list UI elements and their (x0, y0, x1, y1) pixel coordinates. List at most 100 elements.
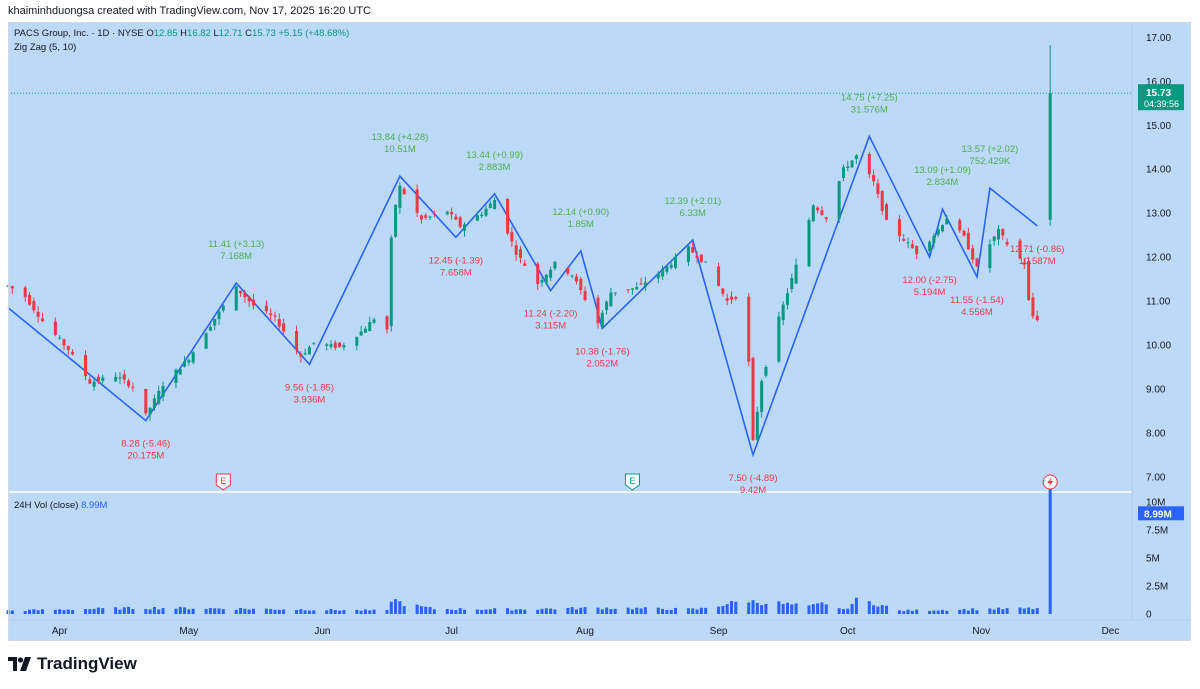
pivot-volume-label: 2.834M (927, 177, 959, 188)
volume-bar (609, 609, 613, 614)
pivot-volume-label: 10.51M (384, 144, 416, 155)
volume-bar (751, 600, 755, 614)
indicator-legend[interactable]: Zig Zag (5, 10) (14, 42, 77, 53)
last-candle-body (1048, 93, 1052, 220)
candle-body (583, 291, 587, 300)
volume-bar (785, 602, 789, 614)
volume-bar (342, 610, 346, 614)
candle-body (764, 366, 768, 376)
volume-bar (363, 609, 367, 614)
volume-legend[interactable]: 24H Vol (close) 8.99M (14, 500, 107, 511)
volume-bar (811, 604, 815, 614)
pivot-price-label: 12.39 (+2.01) (664, 196, 721, 207)
zigzag-line (7, 134, 1038, 458)
candle-body (613, 292, 617, 294)
candle-body (372, 319, 376, 323)
candle-body (686, 246, 690, 262)
candle-body (579, 278, 583, 291)
volume-bar (846, 608, 850, 614)
pivot-volume-label: 31.576M (851, 104, 888, 115)
candle-body (66, 346, 70, 351)
volume-bar (1027, 607, 1031, 614)
candle-body (902, 239, 906, 241)
price-tick-label: 12.00 (1146, 253, 1171, 264)
pivot-price-label: 8.28 (-5.46) (121, 439, 170, 450)
volume-bar (880, 605, 884, 614)
volume-bar (549, 608, 553, 614)
volume-bar (971, 608, 975, 614)
volume-bar (936, 610, 940, 614)
candle-body (277, 319, 281, 327)
candle-body (794, 264, 798, 284)
high-value: 16.82 (187, 28, 211, 39)
volume-bar (695, 609, 699, 614)
volume-bar (958, 609, 962, 614)
volume-bar (626, 607, 630, 614)
volume-bar (962, 608, 966, 614)
candle-body (475, 215, 479, 221)
tradingview-logo[interactable]: TradingView (8, 654, 137, 674)
candle-body (1018, 240, 1022, 259)
pivot-price-label: 9.56 (-1.85) (285, 382, 334, 393)
candle-body (398, 185, 402, 208)
volume-badge (1138, 506, 1184, 521)
volume-bar (841, 609, 845, 614)
volume-bar (897, 610, 901, 614)
volume-bar (445, 608, 449, 614)
volume-bar (725, 604, 729, 614)
volume-bar (114, 607, 118, 614)
volume-bar (273, 609, 277, 614)
candle-body (62, 339, 66, 346)
candle-body (312, 342, 316, 344)
volume-bar (721, 605, 725, 614)
open-label: O (146, 28, 154, 39)
volume-bar (62, 610, 66, 614)
candle-body (282, 323, 286, 332)
volume-bar (686, 608, 690, 614)
volume-bar (639, 608, 643, 614)
candle-body (329, 343, 333, 347)
volume-bar (213, 608, 217, 614)
candle-body (480, 214, 484, 217)
volume-bar (544, 608, 548, 614)
volume-bar (432, 609, 436, 614)
volume-bar (325, 610, 329, 614)
time-tick-label: Aug (576, 626, 594, 637)
volume-bar (643, 607, 647, 614)
candle-body (755, 411, 759, 440)
candle-body (303, 353, 307, 355)
candle-body (299, 354, 303, 357)
candle-body (747, 296, 751, 362)
volume-bar (118, 609, 122, 614)
volume-legend-label: 24H Vol (close) (14, 500, 79, 511)
pivot-volume-label: 1.85M (568, 219, 594, 230)
candle-body (966, 232, 970, 250)
candle-body (458, 217, 462, 228)
low-value: 12.71 (218, 28, 243, 39)
volume-bar (661, 608, 665, 614)
volume-badge-value: 8.99M (1144, 509, 1172, 520)
volume-bar (333, 610, 337, 614)
symbol-legend[interactable]: PACS Group, Inc. · 1D · NYSE O12.85 H16.… (14, 28, 349, 39)
volume-bar (10, 610, 14, 614)
volume-bar (58, 609, 62, 614)
candle-body (734, 296, 738, 299)
volume-bar (462, 609, 466, 614)
price-tick-label: 10.00 (1146, 340, 1171, 351)
candle-body (127, 380, 131, 387)
volume-bar (484, 609, 488, 614)
candle-body (402, 188, 406, 195)
volume-bar (613, 608, 617, 614)
volume-bar (729, 601, 734, 614)
volume-bar (691, 608, 695, 614)
volume-bar (243, 608, 247, 614)
candle-body (691, 247, 695, 253)
volume-bar (553, 609, 557, 614)
volume-bar (385, 609, 389, 614)
candle-body (781, 304, 785, 321)
candle-body (251, 299, 255, 306)
volume-bar (66, 609, 70, 614)
candle-body (549, 269, 553, 278)
